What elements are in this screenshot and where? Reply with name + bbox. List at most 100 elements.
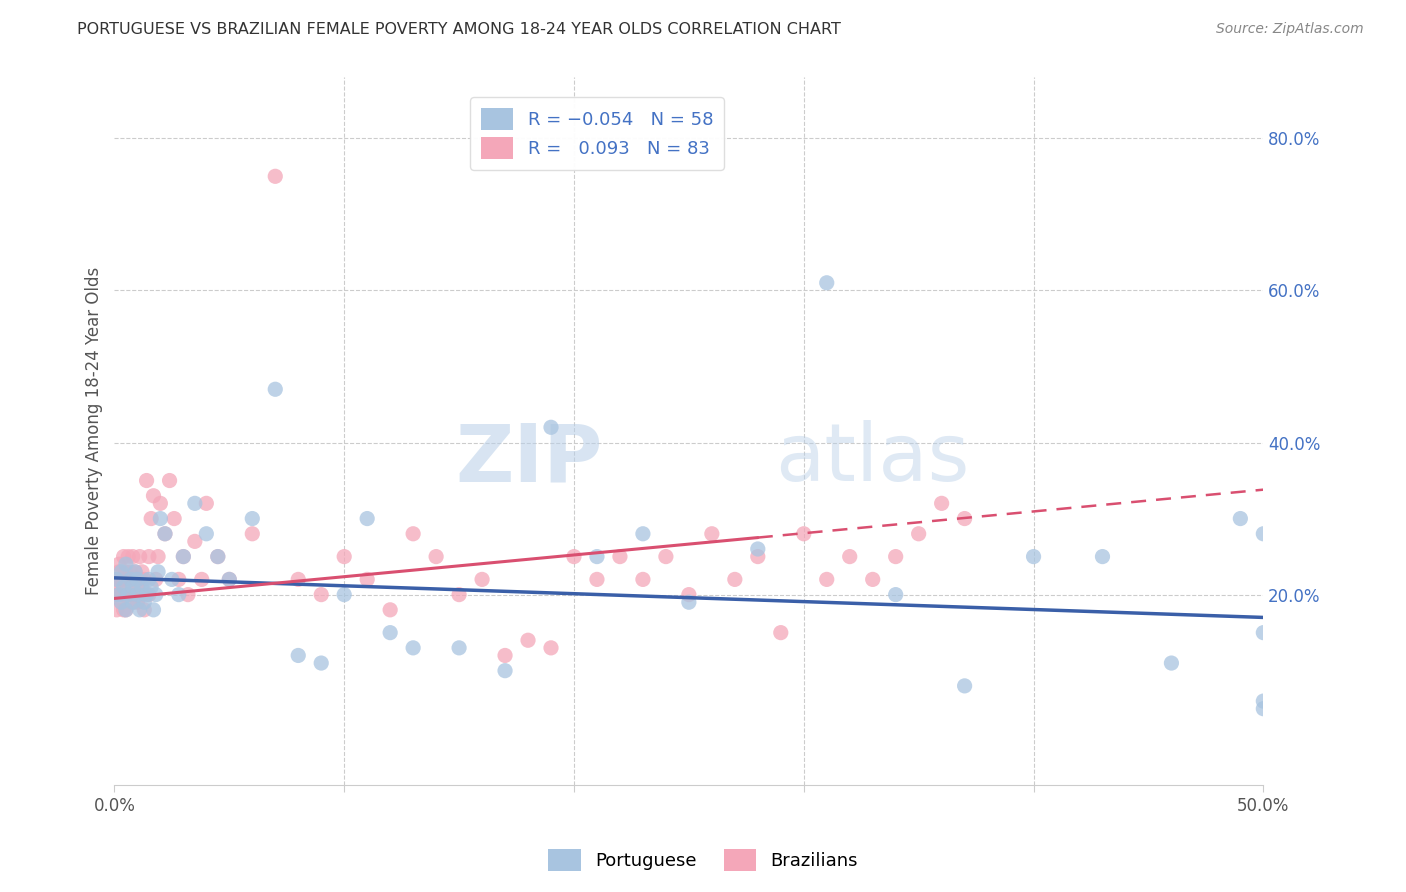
Point <box>1229 511 1251 525</box>
Point <box>309 656 332 670</box>
Point <box>138 588 160 602</box>
Point <box>112 580 135 594</box>
Point <box>117 573 139 587</box>
Point <box>110 595 132 609</box>
Point <box>356 511 378 525</box>
Point <box>356 573 378 587</box>
Point <box>747 541 769 556</box>
Point <box>884 588 907 602</box>
Point <box>135 474 157 488</box>
Point <box>333 588 356 602</box>
Point <box>149 511 172 525</box>
Point <box>172 549 194 564</box>
Point <box>110 573 132 587</box>
Point <box>142 489 165 503</box>
Point <box>494 664 516 678</box>
Point <box>471 573 494 587</box>
Point <box>631 526 654 541</box>
Point <box>494 648 516 663</box>
Point <box>108 588 131 602</box>
Point <box>138 573 160 587</box>
Point <box>121 580 143 594</box>
Point <box>167 588 190 602</box>
Point <box>884 549 907 564</box>
Point <box>1160 656 1182 670</box>
Point <box>240 511 263 525</box>
Text: Source: ZipAtlas.com: Source: ZipAtlas.com <box>1216 22 1364 37</box>
Point <box>724 573 747 587</box>
Point <box>700 526 723 541</box>
Point <box>141 511 163 525</box>
Point <box>146 565 169 579</box>
Point <box>120 565 142 579</box>
Point <box>115 558 138 572</box>
Point <box>105 603 128 617</box>
Text: atlas: atlas <box>775 420 969 499</box>
Point <box>124 565 146 579</box>
Point <box>127 573 149 587</box>
Point <box>115 603 138 617</box>
Point <box>159 474 181 488</box>
Point <box>287 573 309 587</box>
Point <box>160 573 183 587</box>
Point <box>120 573 142 587</box>
Point <box>108 558 131 572</box>
Point <box>110 588 132 602</box>
Point <box>121 549 143 564</box>
Point <box>402 526 425 541</box>
Point <box>121 595 143 609</box>
Point <box>953 511 976 525</box>
Point <box>747 549 769 564</box>
Point <box>207 549 229 564</box>
Point <box>117 549 139 564</box>
Point <box>678 595 700 609</box>
Text: PORTUGUESE VS BRAZILIAN FEMALE POVERTY AMONG 18-24 YEAR OLDS CORRELATION CHART: PORTUGUESE VS BRAZILIAN FEMALE POVERTY A… <box>77 22 841 37</box>
Point <box>218 573 240 587</box>
Point <box>1253 694 1275 708</box>
Point <box>120 588 142 602</box>
Point <box>1091 549 1114 564</box>
Point <box>240 526 263 541</box>
Point <box>121 573 143 587</box>
Point <box>128 573 150 587</box>
Point <box>138 549 160 564</box>
Point <box>121 595 143 609</box>
Point <box>793 526 815 541</box>
Point <box>1253 526 1275 541</box>
Point <box>124 588 146 602</box>
Point <box>134 603 156 617</box>
Point <box>112 549 135 564</box>
Point <box>108 565 131 579</box>
Point <box>112 573 135 587</box>
Point <box>815 276 838 290</box>
Point <box>540 640 562 655</box>
Point <box>425 549 447 564</box>
Point <box>207 549 229 564</box>
Point <box>127 588 149 602</box>
Point <box>131 588 153 602</box>
Point <box>815 573 838 587</box>
Point <box>105 573 128 587</box>
Point <box>309 588 332 602</box>
Point <box>117 588 139 602</box>
Point <box>333 549 356 564</box>
Point <box>105 588 128 602</box>
Point <box>149 496 172 510</box>
Point <box>115 603 138 617</box>
Point <box>907 526 929 541</box>
Point <box>378 625 401 640</box>
Point <box>1022 549 1045 564</box>
Point <box>112 603 135 617</box>
Point <box>931 496 953 510</box>
Point <box>131 565 153 579</box>
Legend: R = −0.054   N = 58, R =   0.093   N = 83: R = −0.054 N = 58, R = 0.093 N = 83 <box>470 97 724 170</box>
Point <box>953 679 976 693</box>
Point <box>128 549 150 564</box>
Point <box>110 565 132 579</box>
Point <box>110 595 132 609</box>
Point <box>146 549 169 564</box>
Point <box>562 549 585 564</box>
Point <box>167 573 190 587</box>
Point <box>655 549 678 564</box>
Point <box>195 496 218 510</box>
